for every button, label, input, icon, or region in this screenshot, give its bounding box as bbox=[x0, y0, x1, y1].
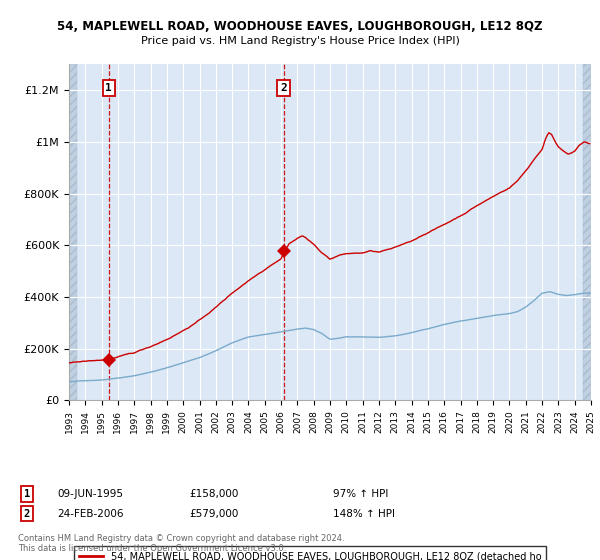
Text: 09-JUN-1995: 09-JUN-1995 bbox=[57, 489, 123, 499]
Text: 54, MAPLEWELL ROAD, WOODHOUSE EAVES, LOUGHBOROUGH, LE12 8QZ: 54, MAPLEWELL ROAD, WOODHOUSE EAVES, LOU… bbox=[57, 20, 543, 32]
Text: £158,000: £158,000 bbox=[189, 489, 238, 499]
Bar bbox=[583, 64, 591, 400]
Text: 24-FEB-2006: 24-FEB-2006 bbox=[57, 508, 124, 519]
Text: This data is licensed under the Open Government Licence v3.0.: This data is licensed under the Open Gov… bbox=[18, 544, 286, 553]
Text: 2: 2 bbox=[24, 508, 30, 519]
Text: 97% ↑ HPI: 97% ↑ HPI bbox=[333, 489, 388, 499]
Text: Contains HM Land Registry data © Crown copyright and database right 2024.: Contains HM Land Registry data © Crown c… bbox=[18, 534, 344, 543]
Text: £579,000: £579,000 bbox=[189, 508, 238, 519]
Text: 1: 1 bbox=[106, 83, 112, 93]
Text: 2: 2 bbox=[280, 83, 287, 93]
Text: 148% ↑ HPI: 148% ↑ HPI bbox=[333, 508, 395, 519]
Text: Price paid vs. HM Land Registry's House Price Index (HPI): Price paid vs. HM Land Registry's House … bbox=[140, 36, 460, 46]
Bar bbox=[69, 64, 77, 400]
Legend: 54, MAPLEWELL ROAD, WOODHOUSE EAVES, LOUGHBOROUGH, LE12 8QZ (detached ho, HPI: A: 54, MAPLEWELL ROAD, WOODHOUSE EAVES, LOU… bbox=[74, 547, 546, 560]
Text: 1: 1 bbox=[24, 489, 30, 499]
